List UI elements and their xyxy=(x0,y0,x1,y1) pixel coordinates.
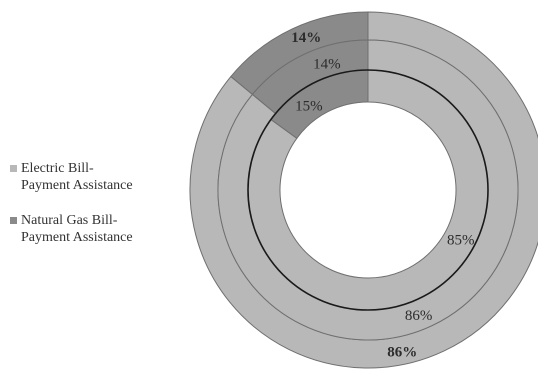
data-label-outer-natural-gas: 14% xyxy=(291,30,321,46)
inner-ring-outline xyxy=(247,69,489,311)
data-label-middle-natural-gas: 14% xyxy=(313,57,341,73)
legend-label-electric: Electric Bill-Payment Assistance xyxy=(21,161,133,193)
legend-label-natural-gas: Natural Gas Bill-Payment Assistance xyxy=(21,213,133,245)
legend-item-natural-gas: Natural Gas Bill-Payment Assistance xyxy=(10,212,160,246)
legend-item-electric: Electric Bill-Payment Assistance xyxy=(10,160,160,194)
data-label-inner-electric: 85% xyxy=(447,232,475,248)
data-label-outer-electric: 86% xyxy=(387,344,417,360)
data-label-middle-electric: 86% xyxy=(405,308,433,324)
legend: Electric Bill-Payment Assistance Natural… xyxy=(10,160,160,264)
data-label-inner-natural-gas: 15% xyxy=(295,99,323,115)
legend-swatch-natural-gas xyxy=(10,217,17,224)
legend-swatch-electric xyxy=(10,165,17,172)
